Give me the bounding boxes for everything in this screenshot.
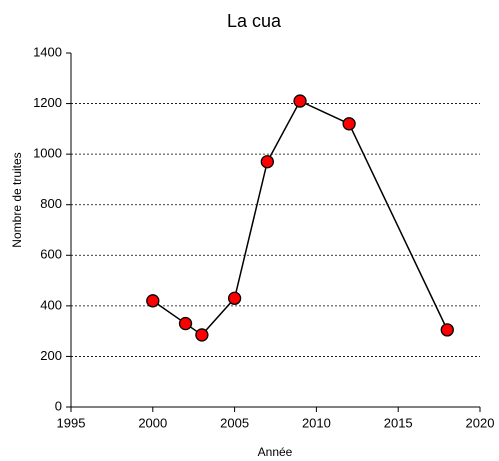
x-tick-label: 2015 <box>384 415 413 430</box>
x-axis-label: Année <box>258 445 293 459</box>
marker <box>342 117 356 131</box>
series-line <box>152 100 448 336</box>
y-tick-label: 400 <box>40 297 62 312</box>
marker <box>195 328 209 342</box>
y-tick-label: 200 <box>40 348 62 363</box>
x-tick-label: 2000 <box>138 415 167 430</box>
y-tick-label: 1000 <box>33 146 62 161</box>
chart-title: La cua <box>227 11 282 31</box>
marker <box>146 294 160 308</box>
y-tick-label: 800 <box>40 196 62 211</box>
marker <box>260 155 274 169</box>
y-tick-label: 1400 <box>33 44 62 59</box>
y-tick-label: 0 <box>55 398 62 413</box>
x-tick-label: 2005 <box>220 415 249 430</box>
x-tick-label: 2020 <box>466 415 495 430</box>
marker <box>293 94 307 108</box>
y-tick-label: 600 <box>40 247 62 262</box>
marker <box>178 316 193 331</box>
x-tick-label: 2010 <box>302 415 331 430</box>
y-tick-label: 1200 <box>33 95 62 110</box>
y-axis-label: Nombre de truites <box>10 152 24 247</box>
x-tick-label: 1995 <box>57 415 86 430</box>
marker <box>440 323 454 337</box>
marker <box>227 291 242 305</box>
